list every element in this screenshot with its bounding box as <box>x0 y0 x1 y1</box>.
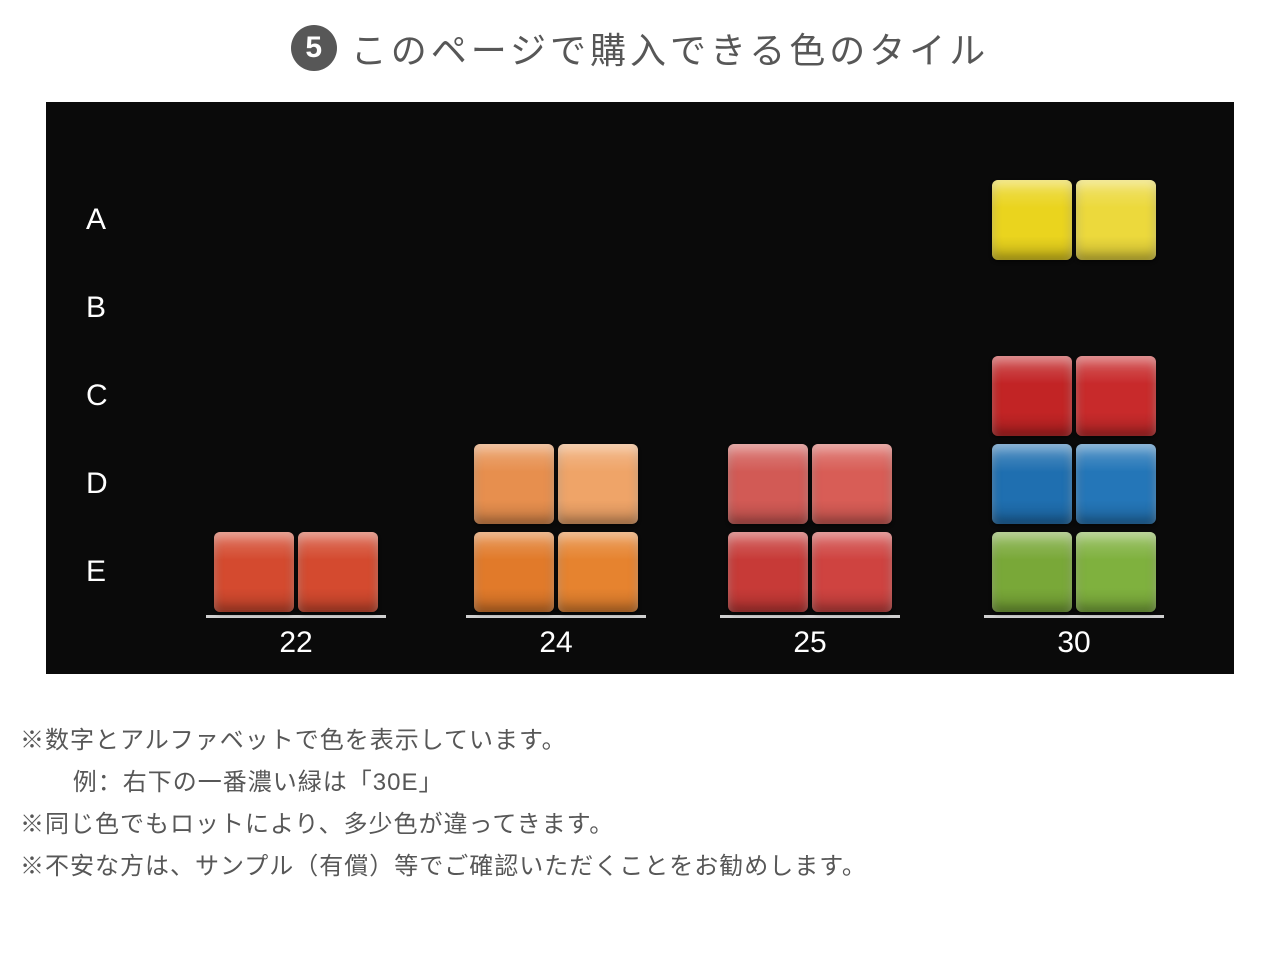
tile-25E <box>728 532 892 612</box>
column-underline-30 <box>984 615 1164 618</box>
tile-25D-2 <box>812 444 892 524</box>
tile-30D <box>992 444 1156 524</box>
tile-25E-2 <box>812 532 892 612</box>
tile-30C-2 <box>1076 356 1156 436</box>
tile-24E-1 <box>474 532 554 612</box>
column-label-25: 25 <box>793 626 826 660</box>
tile-30A <box>992 180 1156 260</box>
tile-22E <box>214 532 378 612</box>
tile-24E-2 <box>558 532 638 612</box>
row-label-D: D <box>86 467 108 501</box>
column-underline-24 <box>466 615 646 618</box>
tile-30C-1 <box>992 356 1072 436</box>
page-title: このページで購入できる色のタイル <box>351 22 990 74</box>
column-label-24: 24 <box>539 626 572 660</box>
row-label-B: B <box>86 291 106 325</box>
tile-24D <box>474 444 638 524</box>
tile-color-chart: A B C D E 22 24 25 30 <box>46 102 1234 674</box>
tile-30D-1 <box>992 444 1072 524</box>
tile-24D-2 <box>558 444 638 524</box>
tile-24E <box>474 532 638 612</box>
column-underline-22 <box>206 615 386 618</box>
footnote-line-0: ※数字とアルファベットで色を表示しています。 <box>20 720 1260 762</box>
tile-30D-2 <box>1076 444 1156 524</box>
column-label-30: 30 <box>1057 626 1090 660</box>
row-label-E: E <box>86 555 106 589</box>
section-number-badge: 5 <box>291 25 337 71</box>
column-label-22: 22 <box>279 626 312 660</box>
tile-30C <box>992 356 1156 436</box>
page-title-row: 5 このページで購入できる色のタイル <box>0 0 1280 102</box>
row-label-A: A <box>86 203 106 237</box>
tile-25D <box>728 444 892 524</box>
tile-30E-2 <box>1076 532 1156 612</box>
footnote-line-2: ※同じ色でもロットにより、多少色が違ってきます。 <box>20 804 1260 846</box>
row-label-C: C <box>86 379 108 413</box>
column-underline-25 <box>720 615 900 618</box>
tile-22E-2 <box>298 532 378 612</box>
footnote-line-3: ※不安な方は、サンプル（有償）等でご確認いただくことをお勧めします。 <box>20 846 1260 888</box>
tile-30A-2 <box>1076 180 1156 260</box>
tile-30A-1 <box>992 180 1072 260</box>
tile-30E <box>992 532 1156 612</box>
tile-24D-1 <box>474 444 554 524</box>
section-number: 5 <box>305 31 322 65</box>
footnotes: ※数字とアルファベットで色を表示しています。例：右下の一番濃い緑は「30E」※同… <box>0 674 1280 888</box>
tile-30E-1 <box>992 532 1072 612</box>
tile-25E-1 <box>728 532 808 612</box>
footnote-line-1: 例：右下の一番濃い緑は「30E」 <box>20 762 1260 804</box>
tile-25D-1 <box>728 444 808 524</box>
tile-22E-1 <box>214 532 294 612</box>
